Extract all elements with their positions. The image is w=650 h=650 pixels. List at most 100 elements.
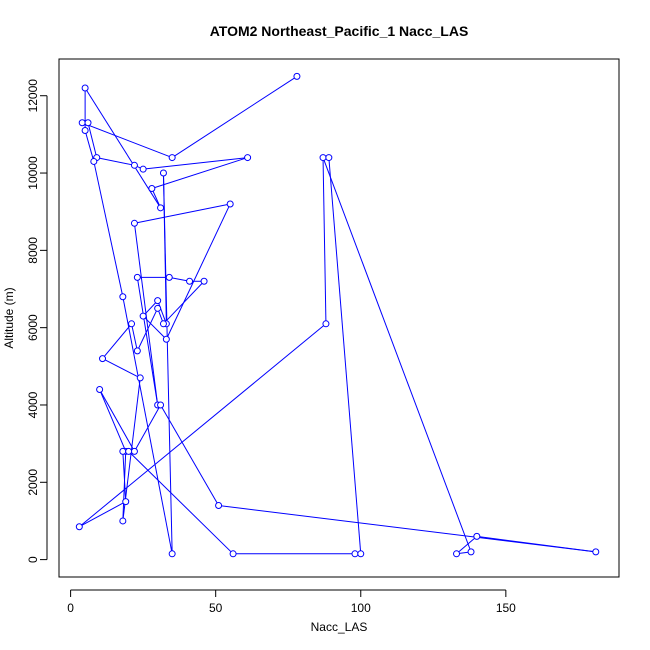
data-point	[154, 297, 162, 305]
data-point	[99, 355, 107, 363]
data-point	[125, 447, 133, 455]
data-point	[159, 169, 167, 177]
series-segment	[136, 277, 159, 406]
data-point	[162, 335, 170, 343]
data-point	[467, 548, 475, 556]
series-segment	[456, 536, 478, 555]
series-segment	[102, 323, 132, 359]
data-point	[473, 532, 481, 540]
series-segment	[171, 75, 298, 158]
data-point	[90, 157, 98, 165]
y-tick-label: 2000	[26, 469, 40, 496]
y-tick-label: 10000	[26, 156, 40, 190]
data-point	[139, 165, 147, 173]
data-point	[136, 374, 144, 382]
data-point	[133, 347, 141, 355]
y-tick-label: 0	[26, 556, 40, 563]
data-point	[119, 293, 127, 301]
data-point	[84, 119, 92, 127]
x-tick-label: 0	[67, 601, 74, 615]
series-segment	[134, 203, 231, 224]
data-point	[148, 185, 156, 192]
data-point	[200, 277, 208, 285]
data-point	[130, 219, 138, 227]
data-point	[128, 320, 136, 328]
data-point	[122, 498, 130, 506]
series-segment	[134, 404, 161, 452]
series-segment	[78, 323, 327, 528]
y-axis-title: Altitude (m)	[2, 287, 16, 348]
series-segment	[102, 358, 141, 379]
data-point	[293, 72, 301, 80]
data-point	[78, 119, 86, 127]
series-segment	[128, 451, 234, 555]
data-point	[130, 161, 138, 169]
data-point	[244, 154, 252, 162]
x-tick-label: 50	[209, 601, 223, 615]
series-segment	[79, 501, 126, 528]
series-segment	[322, 157, 472, 553]
series-lines	[78, 75, 596, 555]
series-segment	[122, 451, 127, 521]
series-segment	[87, 122, 98, 158]
data-point	[319, 154, 327, 162]
data-point	[75, 523, 83, 531]
series-segment	[476, 535, 596, 553]
x-axis-title: Nacc_LAS	[311, 620, 368, 634]
data-point	[157, 204, 165, 212]
series-segment	[122, 296, 173, 554]
series-segment	[162, 173, 167, 324]
series-segment	[96, 157, 135, 166]
data-point	[357, 550, 365, 558]
series-segment	[84, 87, 161, 209]
series-segment	[99, 389, 127, 452]
data-point	[81, 127, 89, 135]
series-segment	[131, 323, 138, 351]
series-segment	[165, 203, 231, 340]
data-point	[119, 447, 127, 455]
data-point	[96, 386, 104, 394]
data-point	[351, 550, 359, 558]
data-point	[226, 200, 234, 208]
data-point	[322, 320, 330, 328]
data-point	[186, 277, 194, 285]
data-point	[139, 312, 147, 320]
data-point	[119, 517, 127, 525]
x-axis: 0 50 100 150	[67, 589, 516, 615]
series-segment	[136, 308, 159, 352]
data-point	[592, 548, 600, 556]
x-tick-label: 100	[351, 601, 371, 615]
series-segment	[157, 300, 167, 324]
data-point	[157, 401, 165, 409]
y-tick-label: 4000	[26, 391, 40, 418]
y-tick-label: 6000	[26, 314, 40, 341]
data-point	[154, 304, 162, 312]
chart-title: ATOM2 Northeast_Pacific_1 Nacc_LAS	[210, 23, 469, 39]
data-point	[165, 273, 173, 281]
series-segment	[84, 130, 95, 162]
series-segment	[151, 157, 248, 189]
series-segment	[82, 122, 173, 159]
data-point	[130, 447, 138, 455]
data-point	[229, 550, 237, 558]
series-segment	[163, 280, 205, 325]
y-tick-label: 8000	[26, 237, 40, 264]
data-point	[159, 320, 167, 328]
data-point	[168, 154, 176, 162]
data-point	[133, 273, 141, 281]
x-tick-label: 150	[496, 601, 516, 615]
data-point	[453, 550, 461, 558]
data-point	[215, 501, 223, 509]
data-point	[168, 550, 176, 558]
series-segment	[122, 451, 127, 502]
series-segment	[143, 157, 248, 170]
series-segment	[93, 161, 124, 297]
series-segment	[99, 389, 135, 452]
y-axis: 0 2000 4000 6000 8000 10000 12000	[26, 79, 48, 563]
data-point	[81, 84, 89, 92]
data-point	[325, 154, 333, 162]
y-tick-label: 12000	[26, 79, 40, 113]
series-segment	[160, 404, 220, 506]
plot-frame	[58, 58, 620, 578]
